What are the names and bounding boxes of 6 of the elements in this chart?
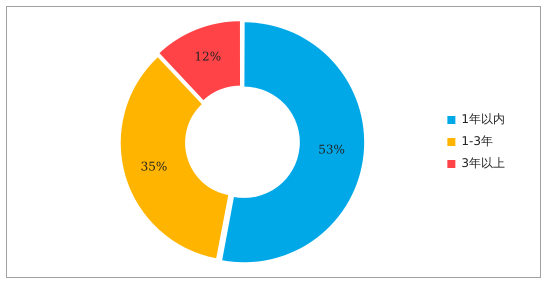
data-label: 53% [318, 142, 345, 157]
data-label: 12% [194, 50, 222, 64]
data-label: 35% [140, 159, 168, 174]
legend-label: 1-3年 [461, 134, 493, 148]
legend-label: 3年以上 [461, 156, 506, 170]
legend-label: 1年以内 [461, 112, 506, 126]
